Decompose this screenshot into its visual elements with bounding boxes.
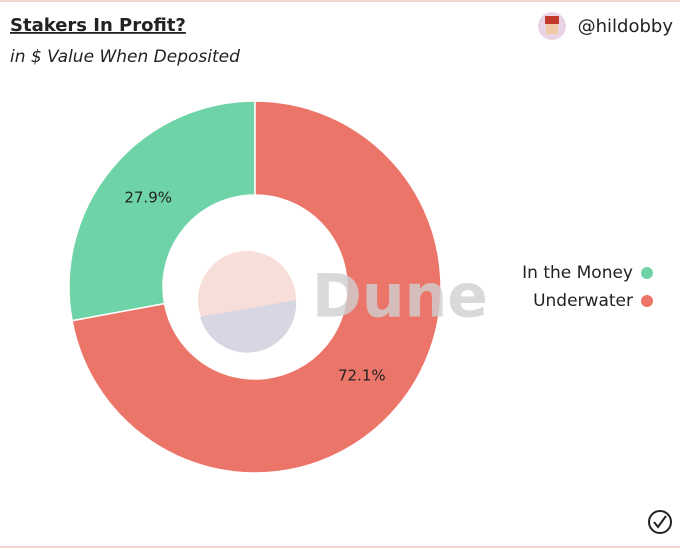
author[interactable]: @hildobby [578, 16, 674, 37]
legend-label: In the Money [522, 263, 633, 283]
data-label: 72.1% [338, 366, 386, 384]
donut-slice [71, 100, 442, 474]
donut: 27.9% 72.1% [68, 100, 442, 474]
legend-swatch [641, 267, 653, 279]
logo [198, 251, 297, 353]
data-label: 27.9% [124, 189, 172, 207]
legend-label: Underwater [533, 291, 633, 311]
check-icon[interactable] [648, 510, 672, 534]
watermark: Dune [312, 262, 488, 332]
chart-title: Stakers In Profit? [10, 15, 186, 36]
chart-subtitle: in $ Value When Deposited [10, 47, 240, 67]
legend-swatch [641, 295, 653, 307]
avatar [538, 12, 566, 40]
donut-slice [68, 100, 256, 322]
legend: In the Money Underwater [522, 263, 653, 311]
